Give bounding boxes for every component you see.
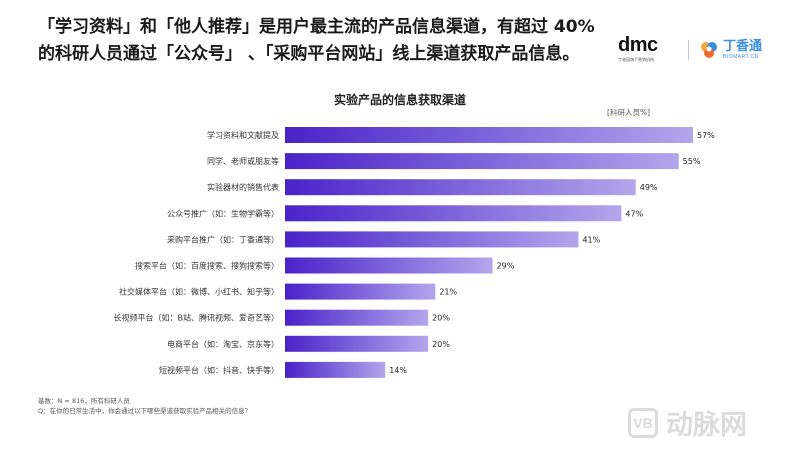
dmc-logo: dmc 丁香园旗下营销机构 [618,35,688,65]
bar [285,127,693,143]
category-label: 电商平台（如：淘宝、京东等） [167,339,279,349]
watermark: VB 动脉网 [628,403,747,442]
value-label: 21% [439,288,457,297]
category-label: 采购平台推广（如：丁香通等） [167,234,279,244]
logo-divider [688,40,689,60]
bar [285,361,386,378]
value-label: 47% [625,209,643,218]
bar [285,153,679,170]
bar [285,283,436,300]
dmc-logo-subtitle: 丁香园旗下营销机构 [618,57,654,62]
headline: 「学习资料」和「他人推荐」是用户最主流的产品信息渠道，有超过 40% 的科研人员… [38,14,598,68]
value-label: 14% [389,366,407,375]
bar [285,231,579,248]
bar [285,179,636,196]
dxy-logo-domain: BIOMART.CN [723,54,759,60]
dxy-flower-icon [701,42,717,58]
category-label: 长视频平台（如：B站、腾讯视频、爱奇艺等） [114,313,280,323]
unit-label: [科研人员%] [607,108,650,117]
bar [285,257,493,274]
category-label: 短视频平台（如：抖音、快手等） [159,365,279,375]
value-label: 57% [697,131,715,140]
headline-line-1: 「学习资料」和「他人推荐」是用户最主流的产品信息渠道，有超过 40% [38,17,595,37]
footnote-base: 基数：N = 816，所有科研人员 [38,397,130,405]
footnote-question: Q：在你的日常生活中，你会通过以下哪些渠道获取实验产品相关的信息？ [38,407,252,415]
dxy-logo-name: 丁香通 [723,39,763,54]
category-label: 同学、老师或朋友等 [207,156,279,166]
vb-watermark-icon: VB [628,407,658,438]
bar [285,309,429,326]
value-label: 29% [497,262,515,271]
brand-logos: dmc 丁香园旗下营销机构 丁香通 BIOMART.CN [618,34,778,66]
headline-line-2: 的科研人员通过「公众号」 、「采购平台网站」线上渠道获取产品信息。 [38,44,580,64]
category-label: 搜索平台（如：百度搜索、搜狗搜索等） [135,261,279,271]
bar [285,205,622,222]
bar [285,335,429,352]
chart-title: 实验产品的信息获取渠道 [333,93,466,107]
value-label: 55% [683,157,701,166]
category-label: 学习资料和文献提及 [207,130,279,140]
value-label: 20% [432,340,450,349]
dxy-logo: 丁香通 BIOMART.CN [698,39,762,61]
value-label: 41% [582,235,600,244]
category-label: 实验器材的销售代表 [207,182,279,192]
watermark-text: 动脉网 [666,410,747,441]
category-label: 公众号推广（如：生物学霸等） [167,208,279,218]
footnote: 基数：N = 816，所有科研人员 Q：在你的日常生活中，你会通过以下哪些渠道获… [38,396,251,416]
value-label: 20% [432,314,450,323]
dmc-logo-text: dmc [618,34,658,56]
value-label: 49% [640,183,658,192]
category-label: 社交媒体平台（如：微博、小红书、知乎等） [119,287,279,297]
